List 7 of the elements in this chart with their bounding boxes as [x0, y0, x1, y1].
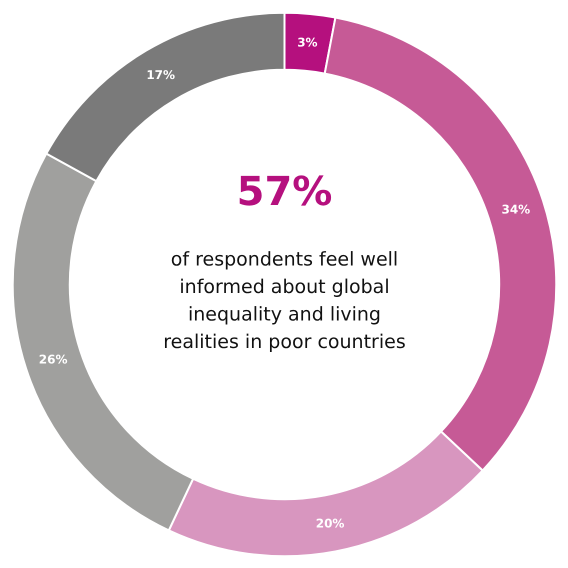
text: of respondents feel well informed about global inequality and living realities in poor countries [163, 248, 406, 354]
data-label: 3% [297, 35, 318, 50]
data-label: 17% [146, 68, 176, 82]
data-label: 34% [501, 202, 530, 216]
data-label: 26% [38, 352, 68, 367]
text: 57% [236, 169, 332, 216]
data-label: 20% [316, 516, 344, 530]
